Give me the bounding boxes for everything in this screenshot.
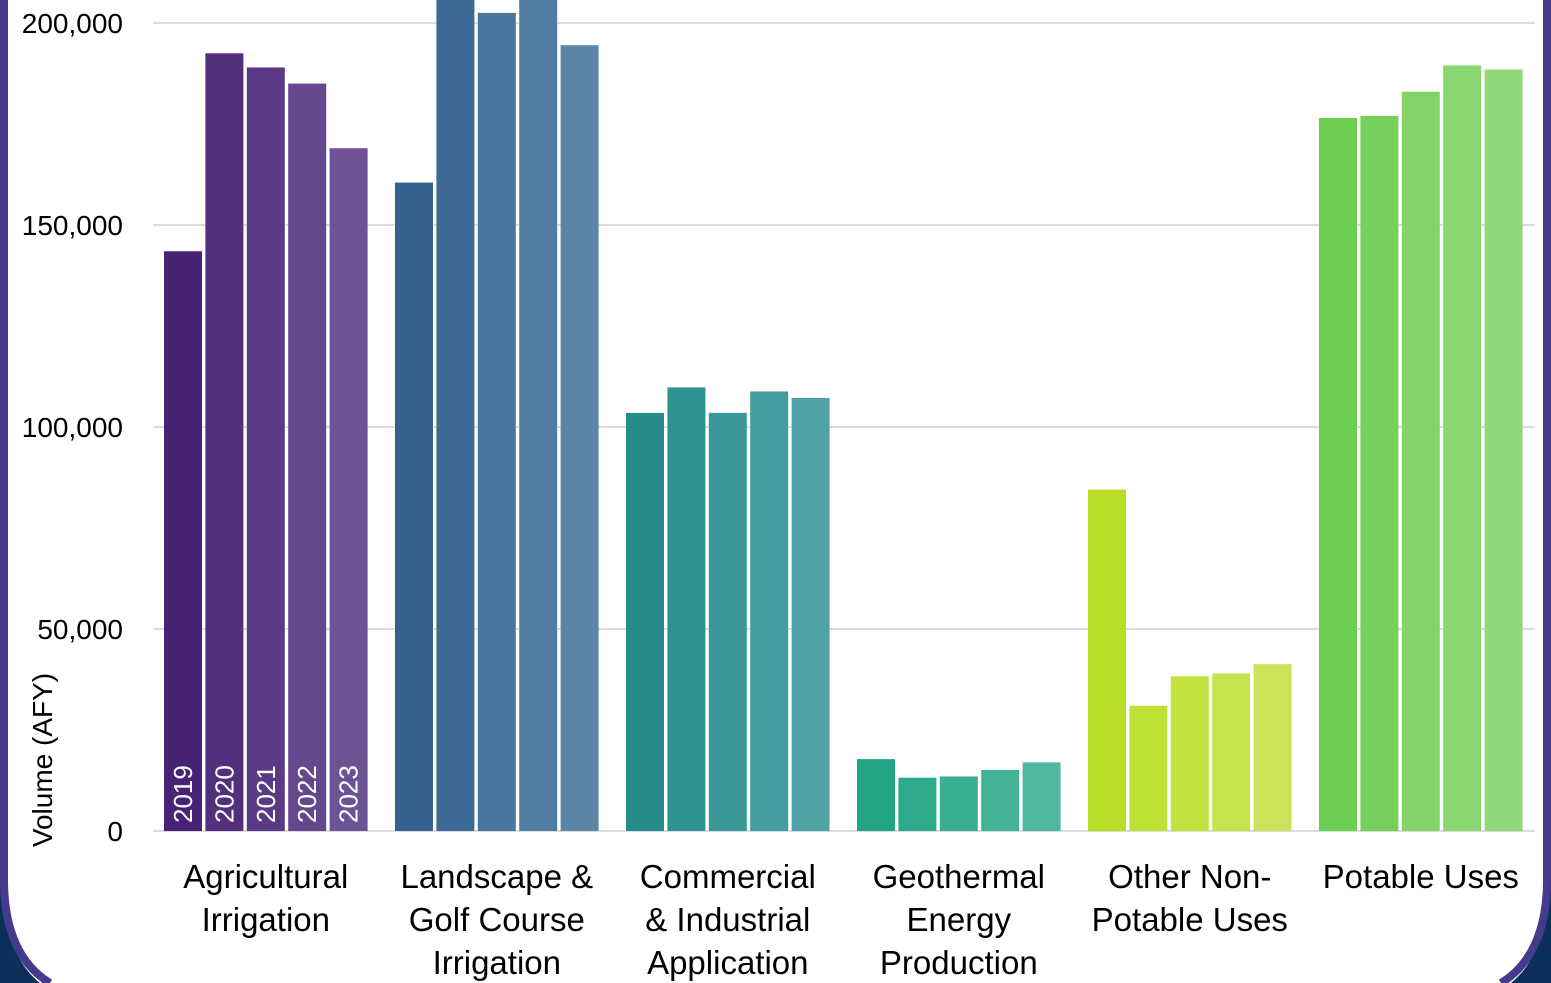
bar: [1088, 489, 1126, 831]
x-tick-label: Other Non-: [1108, 858, 1271, 895]
y-axis-ticks: 0 50,000 100,000 150,000 200,000: [22, 8, 123, 847]
bar: [791, 397, 830, 831]
y-tick-label: 50,000: [37, 614, 123, 645]
bar: [246, 67, 285, 831]
y-tick-label: 100,000: [22, 412, 123, 443]
bar: [1022, 762, 1061, 831]
bar: [1212, 673, 1251, 831]
bar: [1319, 117, 1357, 831]
bar: [667, 387, 706, 831]
x-tick-label: Application: [647, 944, 808, 981]
x-tick-label: Potable Uses: [1092, 901, 1288, 938]
year-label: 2019: [168, 765, 198, 823]
bar: [519, 0, 558, 831]
bar: [708, 412, 747, 831]
frame-outer-shadow: [0, 870, 40, 983]
bar: [898, 777, 937, 831]
bar: [626, 412, 664, 831]
y-tick-label: 0: [107, 816, 123, 847]
bar: [857, 759, 895, 831]
year-label: 2022: [292, 765, 322, 823]
x-tick-label: Irrigation: [433, 944, 561, 981]
year-label: 2020: [209, 765, 239, 823]
bar: [205, 53, 244, 832]
bar: [1129, 705, 1168, 831]
bar: [750, 391, 789, 831]
x-tick-label: Geothermal: [873, 858, 1045, 895]
bar: [1170, 676, 1209, 831]
bar: [164, 251, 202, 831]
bar: [1443, 65, 1482, 832]
x-tick-label: Golf Course: [409, 901, 585, 938]
y-tick-label: 200,000: [22, 8, 123, 39]
bar: [1484, 69, 1523, 831]
bar: [436, 0, 475, 831]
gridlines: [153, 22, 1535, 832]
bar: [329, 148, 368, 832]
x-tick-label: Commercial: [640, 858, 816, 895]
x-tick-label: Agricultural: [183, 858, 348, 895]
bar: [288, 83, 327, 832]
bar: [395, 182, 433, 831]
bar: [939, 776, 978, 831]
x-tick-label: Irrigation: [202, 901, 330, 938]
bar: [1360, 115, 1399, 832]
y-tick-label: 150,000: [22, 210, 123, 241]
bar: [1253, 664, 1292, 831]
x-tick-label: & Industrial: [645, 901, 810, 938]
frame-outer-shadow-right: [1511, 870, 1551, 983]
x-axis-labels: Agricultural Irrigation Landscape & Golf Co…: [183, 858, 1519, 981]
y-axis-label: Volume (AFY): [27, 673, 58, 847]
year-labels: 2019 2020 2021 2022 2023: [168, 765, 364, 823]
x-tick-label: Landscape &: [400, 858, 593, 895]
year-label: 2021: [251, 765, 281, 823]
x-tick-label: Production: [880, 944, 1038, 981]
bars: [164, 0, 1523, 832]
x-tick-label: Energy: [907, 901, 1012, 938]
x-tick-label: Potable Uses: [1323, 858, 1519, 895]
bar: [981, 769, 1020, 831]
bar: [477, 12, 516, 831]
year-label: 2023: [334, 765, 364, 823]
bar: [560, 45, 599, 832]
bar: [1401, 91, 1440, 832]
